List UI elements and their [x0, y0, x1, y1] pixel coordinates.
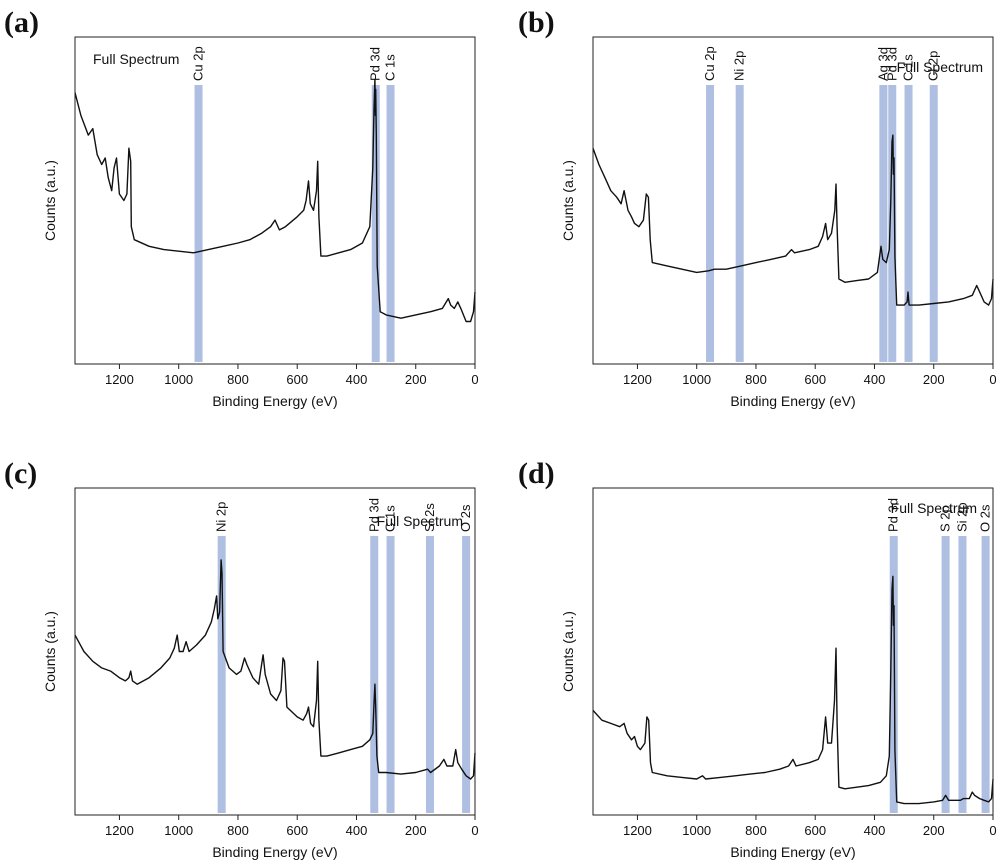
x-tick-label: 200 [405, 372, 427, 387]
x-tick-label: 1000 [682, 823, 711, 838]
x-tick-label: 200 [405, 823, 427, 838]
peak-label: Si 2p [954, 502, 969, 532]
peak-band [425, 536, 434, 813]
peak-label: Pd 3d [366, 498, 381, 532]
panel-letter: (a) [4, 6, 39, 39]
chart-panel-4: 1200 1000 800 600 400 200 0 Binding Energy (eV)… [518, 457, 997, 860]
x-tick-label: 600 [286, 823, 308, 838]
annotation-full-spectrum: Full Spectrum [377, 513, 463, 529]
peak-label: C 1s [383, 505, 398, 532]
annotation-full-spectrum: Full Spectrum [891, 500, 977, 516]
x-axis-label: Binding Energy (eV) [212, 844, 337, 860]
peak-label: C 1s [383, 54, 398, 81]
peak-label: Ag 3d [875, 47, 890, 81]
chart-panel-1: 1200 1000 800 600 400 200 0 Binding Energy (eV)… [4, 6, 479, 409]
spectrum-line [592, 134, 994, 306]
peak-band [386, 536, 395, 813]
x-tick-label: 1000 [682, 372, 711, 387]
y-axis-label: Counts (a.u.) [560, 160, 576, 241]
annotation-full-spectrum: Full Spectrum [93, 51, 179, 67]
x-tick-label: 0 [471, 372, 478, 387]
panel-letter: (b) [518, 6, 555, 39]
x-tick-label: 1200 [623, 372, 652, 387]
panel-letter: (c) [4, 457, 37, 490]
x-axis-label: Binding Energy (eV) [730, 393, 855, 409]
spectrum-line [592, 575, 994, 805]
peak-band [217, 536, 226, 813]
spectrum-line [74, 78, 476, 323]
peak-band [370, 536, 379, 813]
annotation-full-spectrum: Full Spectrum [897, 59, 983, 75]
peak-band [735, 85, 744, 362]
x-tick-label: 0 [989, 823, 996, 838]
peak-band [929, 85, 938, 362]
peak-band [371, 85, 380, 362]
peak-label: Pd 3d [884, 47, 899, 81]
y-axis-label: Counts (a.u.) [42, 160, 58, 241]
peak-label: Cu 2p [702, 46, 717, 81]
peak-band [462, 536, 471, 813]
x-tick-label: 200 [923, 823, 945, 838]
x-tick-label: 1200 [623, 823, 652, 838]
x-tick-label: 800 [745, 372, 767, 387]
peak-band [958, 536, 967, 813]
peak-band [386, 85, 395, 362]
x-tick-label: 1200 [105, 823, 134, 838]
x-tick-label: 400 [864, 372, 886, 387]
peak-label: Pd 3d [368, 47, 383, 81]
peak-label: Si 2s [422, 503, 437, 532]
peak-label: Pd 3d [886, 498, 901, 532]
chart-panel-3: 1200 1000 800 600 400 200 0 Binding Energy (eV)… [4, 457, 479, 860]
plot-frame [592, 36, 994, 365]
peak-band [879, 85, 888, 362]
plot-frame [74, 36, 476, 365]
x-axis-label: Binding Energy (eV) [730, 844, 855, 860]
y-axis-label: Counts (a.u.) [42, 611, 58, 692]
peak-label: Ni 2p [732, 51, 747, 81]
panel-letter: (d) [518, 457, 555, 490]
x-tick-label: 1000 [164, 823, 193, 838]
plot-frame [592, 487, 994, 816]
x-tick-label: 0 [471, 823, 478, 838]
peak-label: S 2p [938, 505, 953, 532]
chart-panel-2: 1200 1000 800 600 400 200 0 Binding Energy (eV)… [518, 6, 997, 409]
peak-band [706, 85, 715, 362]
x-tick-label: 1200 [105, 372, 134, 387]
plot-frame [74, 487, 476, 816]
peak-label: C 1s [901, 54, 916, 81]
x-tick-label: 800 [227, 372, 249, 387]
x-tick-label: 800 [745, 823, 767, 838]
peak-band [194, 85, 203, 362]
peak-label: Cl 2p [926, 51, 941, 81]
x-tick-label: 400 [346, 372, 368, 387]
x-tick-label: 400 [864, 823, 886, 838]
peak-band [941, 536, 950, 813]
x-axis-label: Binding Energy (eV) [212, 393, 337, 409]
x-tick-label: 600 [804, 823, 826, 838]
peak-label: O 2s [978, 504, 993, 532]
peak-band [981, 536, 990, 813]
y-axis-label: Counts (a.u.) [560, 611, 576, 692]
spectrum-line [74, 559, 476, 780]
peak-label: Cu 2p [191, 46, 206, 81]
peak-band [888, 85, 897, 362]
x-tick-label: 0 [989, 372, 996, 387]
x-tick-label: 200 [923, 372, 945, 387]
x-tick-label: 600 [286, 372, 308, 387]
x-tick-label: 1000 [164, 372, 193, 387]
x-tick-label: 800 [227, 823, 249, 838]
x-tick-label: 600 [804, 372, 826, 387]
peak-label: O 2s [458, 504, 473, 532]
x-tick-label: 400 [346, 823, 368, 838]
peak-label: Ni 2p [214, 502, 229, 532]
peak-band [904, 85, 913, 362]
